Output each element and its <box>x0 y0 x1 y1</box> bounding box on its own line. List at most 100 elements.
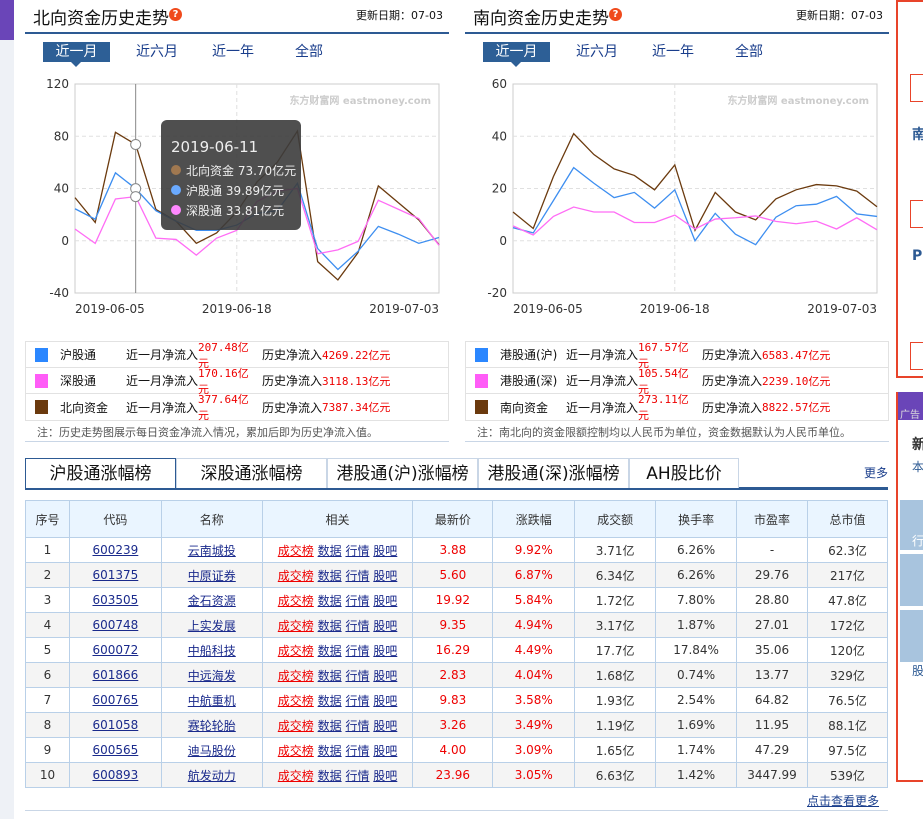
column-header[interactable]: 市盈率 <box>736 500 808 538</box>
stock-name-link[interactable]: 上实发展 <box>187 618 236 633</box>
related-link[interactable]: 股吧 <box>373 593 398 608</box>
related-link[interactable]: 股吧 <box>373 568 398 583</box>
related-link[interactable]: 股吧 <box>373 643 398 658</box>
stock-code-link[interactable]: 601058 <box>92 718 139 732</box>
related-link[interactable]: 数据 <box>317 768 342 783</box>
column-header[interactable]: 成交额 <box>574 500 657 538</box>
related-link[interactable]: 行情 <box>345 593 370 608</box>
related-link[interactable]: 股吧 <box>373 768 398 783</box>
related-link[interactable]: 数据 <box>317 618 342 633</box>
stock-name-link[interactable]: 中原证券 <box>187 568 236 583</box>
related-link[interactable]: 成交榜 <box>277 718 314 733</box>
related-link[interactable]: 数据 <box>317 693 342 708</box>
stock-name-link[interactable]: 航发动力 <box>187 768 236 783</box>
column-header[interactable]: 相关 <box>261 500 414 538</box>
range-tab[interactable]: 近一月 <box>43 42 110 67</box>
stock-name-link[interactable]: 迪马股份 <box>187 743 236 758</box>
related-link[interactable]: 数据 <box>317 543 342 558</box>
stock-name-link[interactable]: 中船科技 <box>187 643 236 658</box>
stock-code-link[interactable]: 600072 <box>92 643 139 657</box>
rank-tab[interactable]: 港股通(沪)涨幅榜 <box>327 458 478 488</box>
range-tab[interactable]: 全部 <box>735 44 763 60</box>
view-more-link[interactable]: 点击查看更多 <box>807 794 880 808</box>
column-header[interactable]: 序号 <box>25 500 70 538</box>
related-link[interactable]: 行情 <box>345 743 370 758</box>
related-link[interactable]: 数据 <box>317 743 342 758</box>
legend-swatch <box>475 347 488 362</box>
related-link[interactable]: 成交榜 <box>277 643 314 658</box>
column-header[interactable]: 最新价 <box>412 500 494 538</box>
stock-code-link[interactable]: 600765 <box>92 693 139 707</box>
stock-name-link[interactable]: 中航重机 <box>187 693 236 708</box>
sidebar-button[interactable] <box>910 342 923 370</box>
related-link[interactable]: 数据 <box>317 568 342 583</box>
rank-tab[interactable]: 港股通(深)涨幅榜 <box>478 458 629 488</box>
stock-code-link[interactable]: 603505 <box>92 593 139 607</box>
related-link[interactable]: 股吧 <box>373 718 398 733</box>
related-link[interactable]: 成交榜 <box>277 768 314 783</box>
range-tab[interactable]: 近一年 <box>652 44 694 60</box>
help-icon[interactable]: ? <box>609 8 622 21</box>
related-link[interactable]: 成交榜 <box>277 743 314 758</box>
column-header[interactable]: 总市值 <box>806 500 889 538</box>
related-link[interactable]: 成交榜 <box>277 593 314 608</box>
stock-code-link[interactable]: 600239 <box>92 543 139 557</box>
related-link[interactable]: 行情 <box>345 668 370 683</box>
range-tab[interactable]: 近一月 <box>483 42 550 67</box>
sidebar-button[interactable] <box>910 74 923 102</box>
flow-legend: 港股通(沪) 近一月净流入 167.57亿元 历史净流入 6583.47亿元 港股通(深)… <box>465 341 889 422</box>
related-link[interactable]: 行情 <box>345 543 370 558</box>
related-link[interactable]: 股吧 <box>373 543 398 558</box>
range-tab[interactable]: 近一年 <box>212 44 254 60</box>
stock-name-link[interactable]: 赛轮轮胎 <box>187 718 236 733</box>
related-link[interactable]: 股吧 <box>373 743 398 758</box>
related-link[interactable]: 行情 <box>345 768 370 783</box>
more-link[interactable]: 更多 <box>863 466 888 480</box>
related-link[interactable]: 成交榜 <box>277 693 314 708</box>
range-tab[interactable]: 全部 <box>295 44 323 60</box>
related-link[interactable]: 数据 <box>317 643 342 658</box>
related-link[interactable]: 股吧 <box>373 668 398 683</box>
flow-chart: 60 40 20 0 -20 2019-06-05 2019-06-18 2019-07-03… <box>487 77 878 316</box>
rank-tab[interactable]: 深股通涨幅榜 <box>176 458 327 488</box>
related-link[interactable]: 行情 <box>345 618 370 633</box>
sidebar-stock-button[interactable]: 股 <box>900 610 923 678</box>
rank-tab[interactable]: AH股比价 <box>629 458 739 488</box>
stock-name-link[interactable]: 金石资源 <box>187 593 236 608</box>
related-link[interactable]: 行情 <box>345 568 370 583</box>
stock-code-link[interactable]: 601866 <box>92 668 139 682</box>
related-link[interactable]: 成交榜 <box>277 668 314 683</box>
column-header[interactable]: 代码 <box>68 500 162 538</box>
turnover-amount: 3.17亿 <box>574 612 657 638</box>
stock-code-link[interactable]: 600748 <box>92 618 139 632</box>
range-tab[interactable]: 近六月 <box>576 44 618 60</box>
pe-ratio: 3447.99 <box>736 762 808 788</box>
sidebar-button[interactable] <box>910 200 923 228</box>
range-tab[interactable]: 近六月 <box>136 44 178 60</box>
column-header[interactable]: 换手率 <box>655 500 738 538</box>
related-link[interactable]: 成交榜 <box>277 618 314 633</box>
related-link[interactable]: 成交榜 <box>277 568 314 583</box>
related-link[interactable]: 数据 <box>317 718 342 733</box>
rank-tab[interactable]: 沪股通涨幅榜 <box>25 458 176 488</box>
help-icon[interactable]: ? <box>169 8 182 21</box>
related-links: 成交榜 数据 行情 股吧 <box>261 587 414 613</box>
related-link[interactable]: 行情 <box>345 718 370 733</box>
related-link[interactable]: 成交榜 <box>277 543 314 558</box>
related-link[interactable]: 股吧 <box>373 618 398 633</box>
related-link[interactable]: 数据 <box>317 668 342 683</box>
related-link[interactable]: 股吧 <box>373 693 398 708</box>
related-link[interactable]: 行情 <box>345 643 370 658</box>
stock-name-link[interactable]: 中远海发 <box>187 668 236 683</box>
stock-code-link[interactable]: 601375 <box>92 568 139 582</box>
sidebar-quote-button[interactable]: 行 <box>900 500 923 550</box>
sidebar-doc-button[interactable] <box>900 554 923 606</box>
column-header[interactable]: 涨跌幅 <box>492 500 576 538</box>
stock-code-link[interactable]: 600893 <box>92 768 139 782</box>
stock-code-link[interactable]: 600565 <box>92 743 139 757</box>
related-link[interactable]: 行情 <box>345 693 370 708</box>
related-link[interactable]: 数据 <box>317 593 342 608</box>
column-header[interactable]: 名称 <box>160 500 263 538</box>
month-value: 207.48亿元 <box>198 340 249 370</box>
stock-name-link[interactable]: 云南城投 <box>187 543 236 558</box>
